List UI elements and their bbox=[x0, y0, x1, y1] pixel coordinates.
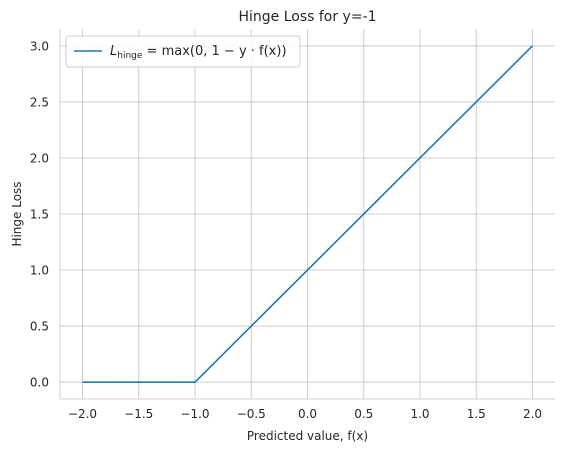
y-tick-label: 0.0 bbox=[30, 376, 49, 390]
x-tick-label: −1.5 bbox=[124, 407, 153, 421]
legend-label: Lhinge = max(0, 1 − y · f(x)) bbox=[110, 44, 287, 61]
legend-subscript: hinge bbox=[117, 51, 143, 61]
y-gridlines bbox=[60, 45, 555, 383]
x-tick-label: −1.0 bbox=[180, 407, 209, 421]
series-layer bbox=[82, 45, 534, 384]
legend-formula: = max(0, 1 − y · f(x)) bbox=[142, 44, 286, 59]
y-tick-labels: 0.0 0.5 1.0 1.5 2.0 2.5 3.0 bbox=[30, 39, 49, 389]
x-tick-label: 1.0 bbox=[410, 407, 429, 421]
y-axis-title: Hinge Loss bbox=[10, 181, 24, 246]
x-tick-label: −2.0 bbox=[68, 407, 97, 421]
x-tick-label: 2.0 bbox=[523, 407, 542, 421]
x-tick-labels: −2.0 −1.5 −1.0 −0.5 0.0 0.5 1.0 1.5 2.0 bbox=[68, 407, 542, 421]
y-tick-label: 1.5 bbox=[30, 208, 49, 222]
x-tick-label: 1.5 bbox=[467, 407, 486, 421]
y-tick-label: 1.0 bbox=[30, 264, 49, 278]
x-axis-title: Predicted value, f(x) bbox=[247, 429, 368, 443]
y-tick-label: 3.0 bbox=[30, 39, 49, 53]
legend: Lhinge = max(0, 1 − y · f(x)) bbox=[65, 35, 301, 68]
x-tick-label: 0.5 bbox=[354, 407, 373, 421]
legend-symbol: L bbox=[110, 44, 117, 59]
x-tick-label: −0.5 bbox=[237, 407, 266, 421]
legend-box bbox=[65, 35, 301, 68]
y-tick-label: 2.0 bbox=[30, 151, 49, 165]
y-tick-label: 2.5 bbox=[30, 95, 49, 109]
y-tick-label: 0.5 bbox=[30, 320, 49, 334]
hinge-loss-line bbox=[82, 45, 534, 384]
chart-title: Hinge Loss for y=-1 bbox=[238, 9, 376, 25]
x-tick-label: 0.0 bbox=[298, 407, 317, 421]
